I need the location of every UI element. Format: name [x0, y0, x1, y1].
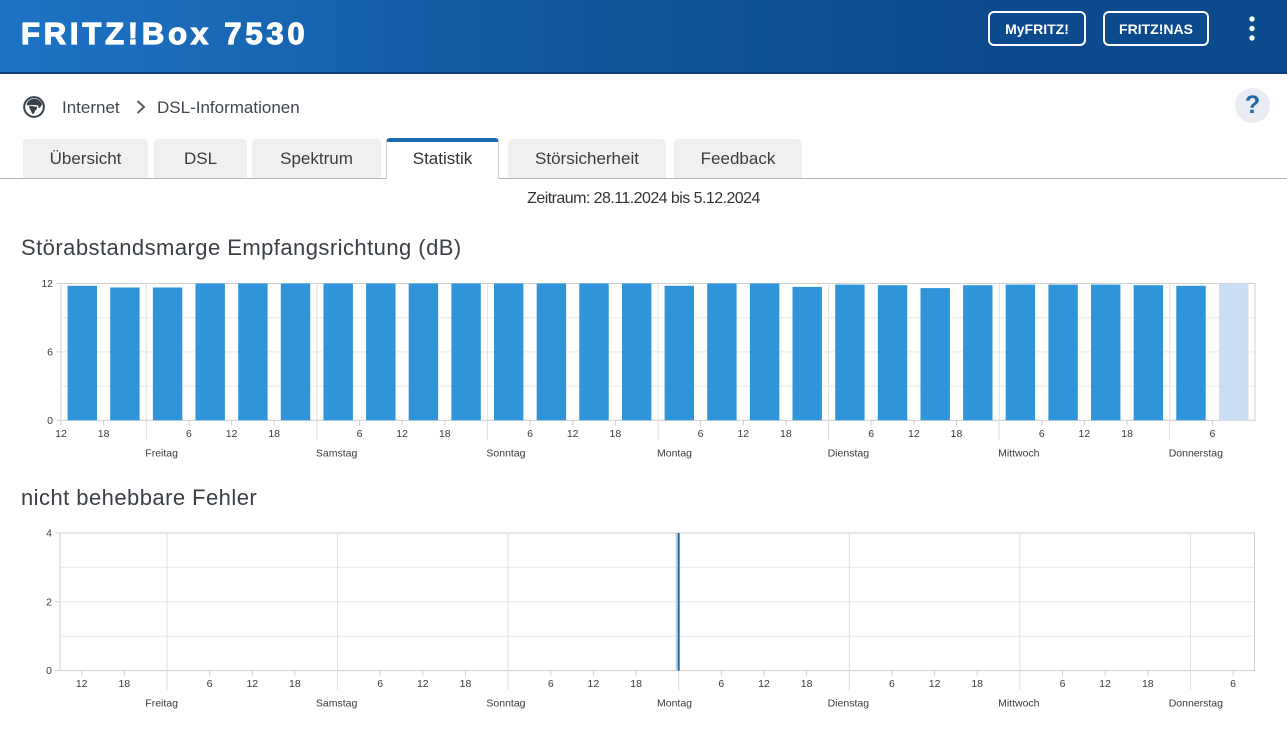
svg-text:2: 2 — [46, 596, 52, 608]
svg-text:18: 18 — [1121, 428, 1133, 440]
svg-text:6: 6 — [1060, 678, 1066, 690]
svg-text:Mittwoch: Mittwoch — [998, 447, 1040, 459]
svg-text:12: 12 — [758, 678, 770, 690]
svg-text:Freitag: Freitag — [145, 698, 178, 710]
svg-text:6: 6 — [186, 428, 192, 440]
svg-text:6: 6 — [527, 428, 533, 440]
svg-text:12: 12 — [55, 428, 67, 440]
svg-text:18: 18 — [460, 678, 472, 690]
svg-text:18: 18 — [971, 678, 983, 690]
svg-text:Dienstag: Dienstag — [828, 447, 870, 459]
svg-text:Freitag: Freitag — [145, 447, 178, 459]
svg-text:6: 6 — [868, 428, 874, 440]
svg-text:Samstag: Samstag — [316, 698, 358, 710]
svg-text:6: 6 — [207, 678, 213, 690]
svg-text:12: 12 — [737, 428, 749, 440]
svg-text:12: 12 — [588, 678, 600, 690]
svg-text:18: 18 — [1142, 678, 1154, 690]
svg-text:6: 6 — [1230, 678, 1236, 690]
svg-text:12: 12 — [226, 428, 238, 440]
svg-text:18: 18 — [951, 428, 963, 440]
svg-text:18: 18 — [630, 678, 642, 690]
svg-text:12: 12 — [1079, 428, 1091, 440]
svg-text:0: 0 — [47, 415, 53, 427]
svg-text:18: 18 — [268, 428, 280, 440]
svg-text:18: 18 — [439, 428, 451, 440]
svg-text:Dienstag: Dienstag — [828, 698, 870, 710]
svg-text:6: 6 — [698, 428, 704, 440]
svg-text:4: 4 — [46, 528, 52, 540]
svg-text:6: 6 — [1209, 428, 1215, 440]
svg-text:Sonntag: Sonntag — [486, 698, 525, 710]
svg-text:6: 6 — [1039, 428, 1045, 440]
svg-text:18: 18 — [780, 428, 792, 440]
svg-text:6: 6 — [357, 428, 363, 440]
svg-text:Montag: Montag — [657, 698, 692, 710]
svg-text:Sonntag: Sonntag — [486, 447, 525, 459]
svg-text:12: 12 — [929, 678, 941, 690]
svg-text:6: 6 — [718, 678, 724, 690]
svg-text:18: 18 — [98, 428, 110, 440]
svg-text:Mittwoch: Mittwoch — [998, 698, 1040, 710]
svg-text:6: 6 — [548, 678, 554, 690]
svg-text:Samstag: Samstag — [316, 447, 358, 459]
svg-text:6: 6 — [377, 678, 383, 690]
svg-text:6: 6 — [889, 678, 895, 690]
svg-text:Donnerstag: Donnerstag — [1169, 698, 1223, 710]
svg-text:12: 12 — [246, 678, 258, 690]
svg-text:12: 12 — [76, 678, 88, 690]
svg-text:12: 12 — [1099, 678, 1111, 690]
svg-text:6: 6 — [47, 347, 53, 359]
svg-text:12: 12 — [908, 428, 920, 440]
svg-text:12: 12 — [417, 678, 429, 690]
svg-text:18: 18 — [801, 678, 813, 690]
svg-text:18: 18 — [289, 678, 301, 690]
svg-text:12: 12 — [41, 278, 53, 290]
svg-text:18: 18 — [118, 678, 130, 690]
svg-text:Montag: Montag — [657, 447, 692, 459]
svg-text:Donnerstag: Donnerstag — [1169, 447, 1223, 459]
svg-text:18: 18 — [610, 428, 622, 440]
svg-text:12: 12 — [567, 428, 579, 440]
svg-text:0: 0 — [46, 665, 52, 677]
svg-text:12: 12 — [396, 428, 408, 440]
